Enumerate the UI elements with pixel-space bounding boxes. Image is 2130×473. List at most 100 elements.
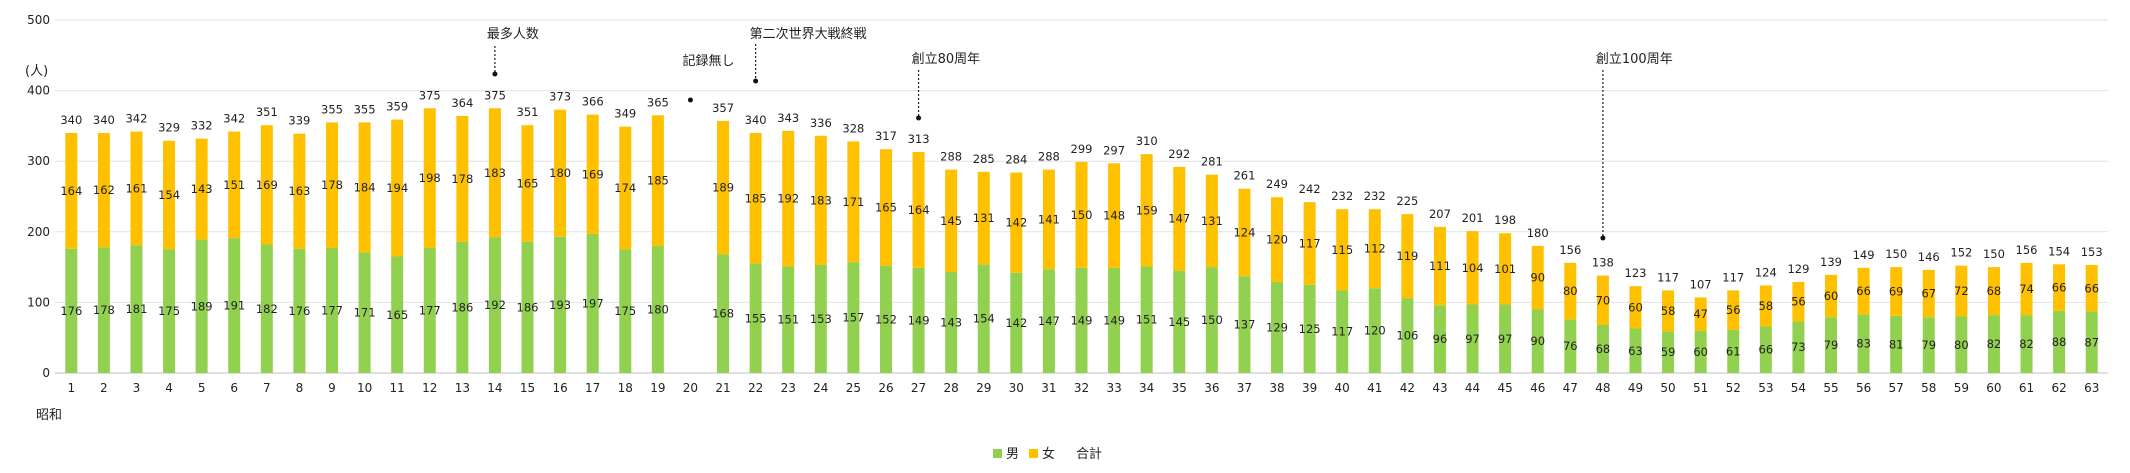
bar-female	[912, 152, 925, 268]
data-label-total: 375	[484, 88, 506, 102]
bar-male	[782, 266, 795, 373]
data-label-total: 313	[908, 132, 930, 146]
x-tick-label: 28	[944, 381, 959, 395]
x-tick-label: 3	[133, 381, 141, 395]
y-tick-label: 0	[42, 366, 50, 380]
data-label-total: 375	[419, 88, 441, 102]
bar-female	[2053, 264, 2066, 311]
bar-male	[1987, 315, 2000, 373]
x-tick-label: 10	[357, 381, 372, 395]
bar-female	[488, 108, 501, 238]
annotation-text: 創立80周年	[912, 52, 981, 67]
data-label-female: 165	[875, 200, 897, 214]
data-label-female: 184	[354, 180, 376, 194]
data-label-total: 365	[647, 95, 669, 109]
data-label-male: 154	[973, 312, 995, 326]
data-label-male: 177	[321, 304, 343, 318]
bar-female	[1792, 281, 1805, 322]
x-tick-label: 63	[2084, 381, 2099, 395]
data-label-male: 192	[484, 298, 506, 312]
data-label-total: 281	[1201, 155, 1223, 169]
data-label-male: 176	[60, 304, 82, 318]
data-label-male: 181	[125, 302, 147, 316]
bar-male	[651, 245, 664, 373]
bar-male	[1368, 288, 1381, 373]
data-label-female: 189	[712, 181, 734, 195]
bar-female	[228, 131, 241, 239]
data-label-male: 83	[1856, 337, 1871, 351]
bar-female	[1108, 163, 1121, 268]
data-label-male: 79	[1824, 338, 1839, 352]
x-tick-label: 16	[552, 381, 567, 395]
legend: 男 女 合計	[993, 446, 1102, 462]
data-label-male: 151	[1136, 313, 1158, 327]
data-label-male: 68	[1596, 342, 1611, 356]
data-label-male: 149	[1071, 313, 1093, 327]
bar-female	[1662, 290, 1675, 332]
x-tick-label: 57	[1889, 381, 1904, 395]
data-label-male: 97	[1465, 332, 1480, 346]
data-label-female: 80	[1563, 284, 1578, 298]
y-axis: 0 100 200 300 400 500	[27, 13, 50, 380]
data-label-male: 88	[2052, 335, 2067, 349]
x-tick-label: 36	[1204, 381, 1219, 395]
data-label-male: 171	[354, 306, 376, 320]
legend-swatch-female	[1029, 449, 1038, 458]
bar-male	[1596, 324, 1609, 373]
bar-male	[1010, 272, 1023, 373]
data-label-female: 67	[1921, 287, 1936, 301]
bar-female	[619, 126, 632, 250]
data-label-male: 189	[191, 299, 213, 313]
data-label-total: 285	[973, 152, 995, 166]
data-label-male: 117	[1331, 325, 1353, 339]
data-label-male: 106	[1396, 329, 1418, 343]
x-tick-label: 20	[683, 381, 698, 395]
bar-female	[651, 115, 664, 246]
data-label-male: 165	[386, 308, 408, 322]
bar-male	[1238, 276, 1251, 373]
bar-male	[163, 249, 176, 373]
bar-male	[1955, 316, 1968, 373]
bar-female	[2085, 264, 2098, 312]
data-label-female: 117	[1299, 236, 1321, 250]
data-label-female: 66	[2084, 281, 2099, 295]
x-tick-label: 54	[1791, 381, 1806, 395]
bar-male	[391, 256, 404, 373]
data-label-female: 178	[451, 172, 473, 186]
data-label-total: 340	[745, 113, 767, 127]
data-label-total: 340	[93, 113, 115, 127]
bar-female	[1694, 297, 1707, 331]
data-label-total: 150	[1885, 247, 1907, 261]
bar-female	[554, 109, 567, 237]
bar-male	[293, 248, 306, 373]
x-tick-label: 52	[1726, 381, 1741, 395]
data-label-total: 232	[1364, 189, 1386, 203]
data-label-male: 97	[1498, 332, 1513, 346]
data-label-female: 164	[908, 203, 930, 217]
data-label-female: 141	[1038, 212, 1060, 226]
bar-male	[749, 263, 762, 373]
data-label-total: 336	[810, 116, 832, 130]
data-label-male: 143	[940, 316, 962, 330]
data-label-male: 129	[1266, 320, 1288, 334]
x-axis: 1 2 3 4 5 6 7 8 9 10 11 12 13 14 15 16 17 18 19 20 21 22 23 24 2…	[67, 381, 2099, 395]
data-label-female: 174	[614, 181, 636, 195]
bar-male	[1825, 317, 1838, 373]
data-label-female: 178	[321, 178, 343, 192]
data-label-total: 317	[875, 129, 897, 143]
x-tick-label: 18	[618, 381, 633, 395]
y-tick-label: 300	[27, 154, 50, 168]
bar-female	[1368, 209, 1381, 289]
data-label-total: 154	[2048, 244, 2070, 258]
data-label-male: 168	[712, 307, 734, 321]
data-label-male: 81	[1889, 337, 1904, 351]
data-label-total: 349	[614, 107, 636, 121]
x-tick-label: 39	[1302, 381, 1317, 395]
bar-male	[1922, 317, 1935, 373]
data-label-total: 117	[1722, 270, 1744, 284]
data-label-female: 143	[191, 182, 213, 196]
bar-female	[456, 116, 469, 242]
bar-female	[1727, 290, 1740, 330]
bar-male	[554, 236, 567, 373]
bar-female	[1042, 169, 1055, 270]
